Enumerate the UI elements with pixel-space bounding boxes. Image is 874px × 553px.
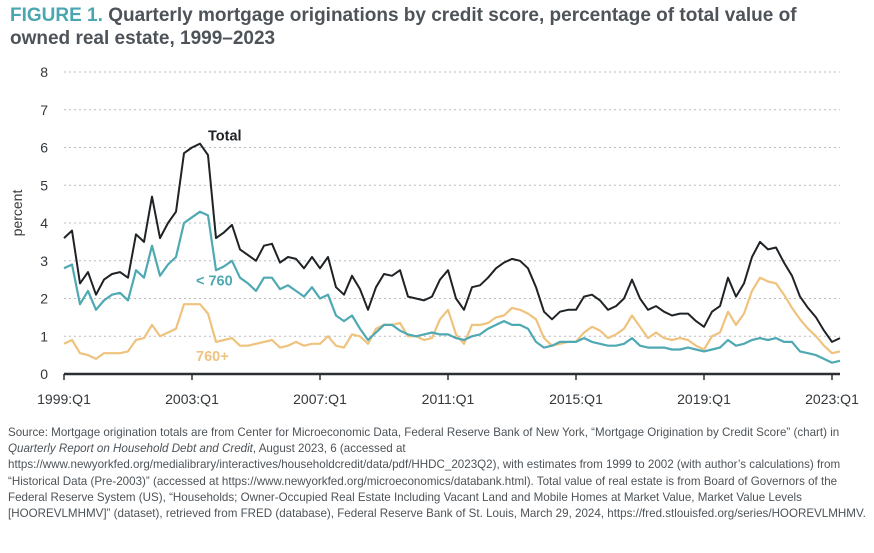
x-tick-label: 2003:Q1 — [165, 391, 219, 407]
y-tick-label: 6 — [40, 140, 48, 156]
series-line-under-760 — [63, 210, 841, 364]
x-tick-label: 1999:Q1 — [37, 391, 91, 407]
x-tick-label: 2019:Q1 — [677, 391, 731, 407]
series-label-760-plus: 760+ — [196, 349, 229, 365]
source-note-publication: Quarterly Report on Household Debt and C… — [8, 442, 253, 456]
series-line-total — [63, 142, 841, 343]
figure-label: FIGURE 1. — [10, 5, 103, 26]
figure-title: FIGURE 1. Quarterly mortgage origination… — [10, 4, 860, 50]
series-lines — [63, 142, 841, 364]
series-label-total: Total — [208, 129, 242, 145]
x-tick-label: 2007:Q1 — [293, 391, 347, 407]
y-tick-label: 8 — [40, 64, 48, 80]
gridlines — [64, 71, 840, 337]
source-note: Source: Mortgage origination totals are … — [8, 425, 866, 522]
series-label-under-760: < 760 — [196, 274, 233, 290]
y-tick-label: 1 — [40, 328, 48, 344]
x-tick-label: 2011:Q1 — [422, 391, 475, 407]
y-axis-ticks: 0 1 2 3 4 5 6 7 8 — [40, 64, 48, 382]
source-note-text: Source: Mortgage origination totals are … — [8, 426, 840, 439]
y-tick-label: 0 — [40, 366, 48, 382]
x-tick-label: 2023:Q1 — [805, 391, 859, 407]
y-tick-label: 4 — [40, 215, 48, 231]
figure-title-text: Quarterly mortgage originations by credi… — [10, 5, 797, 49]
x-axis-ticks: 1999:Q1 2003:Q1 2007:Q1 2011:Q1 2015:Q1 2019:… — [37, 374, 859, 407]
x-tick-label: 2015:Q1 — [549, 391, 603, 407]
y-axis-title: percent — [9, 190, 25, 237]
y-tick-label: 7 — [40, 102, 48, 118]
y-tick-label: 5 — [40, 177, 48, 193]
y-tick-label: 3 — [40, 253, 48, 269]
line-chart: 0 1 2 3 4 5 6 7 8 1999:Q1 2003:Q1 2007:Q1 2011:Q1 20… — [9, 64, 859, 407]
series-line-760-plus — [63, 276, 841, 360]
source-note-text-continued: , August 2023, 6 (accessed at https://ww… — [8, 442, 866, 521]
y-tick-label: 2 — [40, 291, 48, 307]
